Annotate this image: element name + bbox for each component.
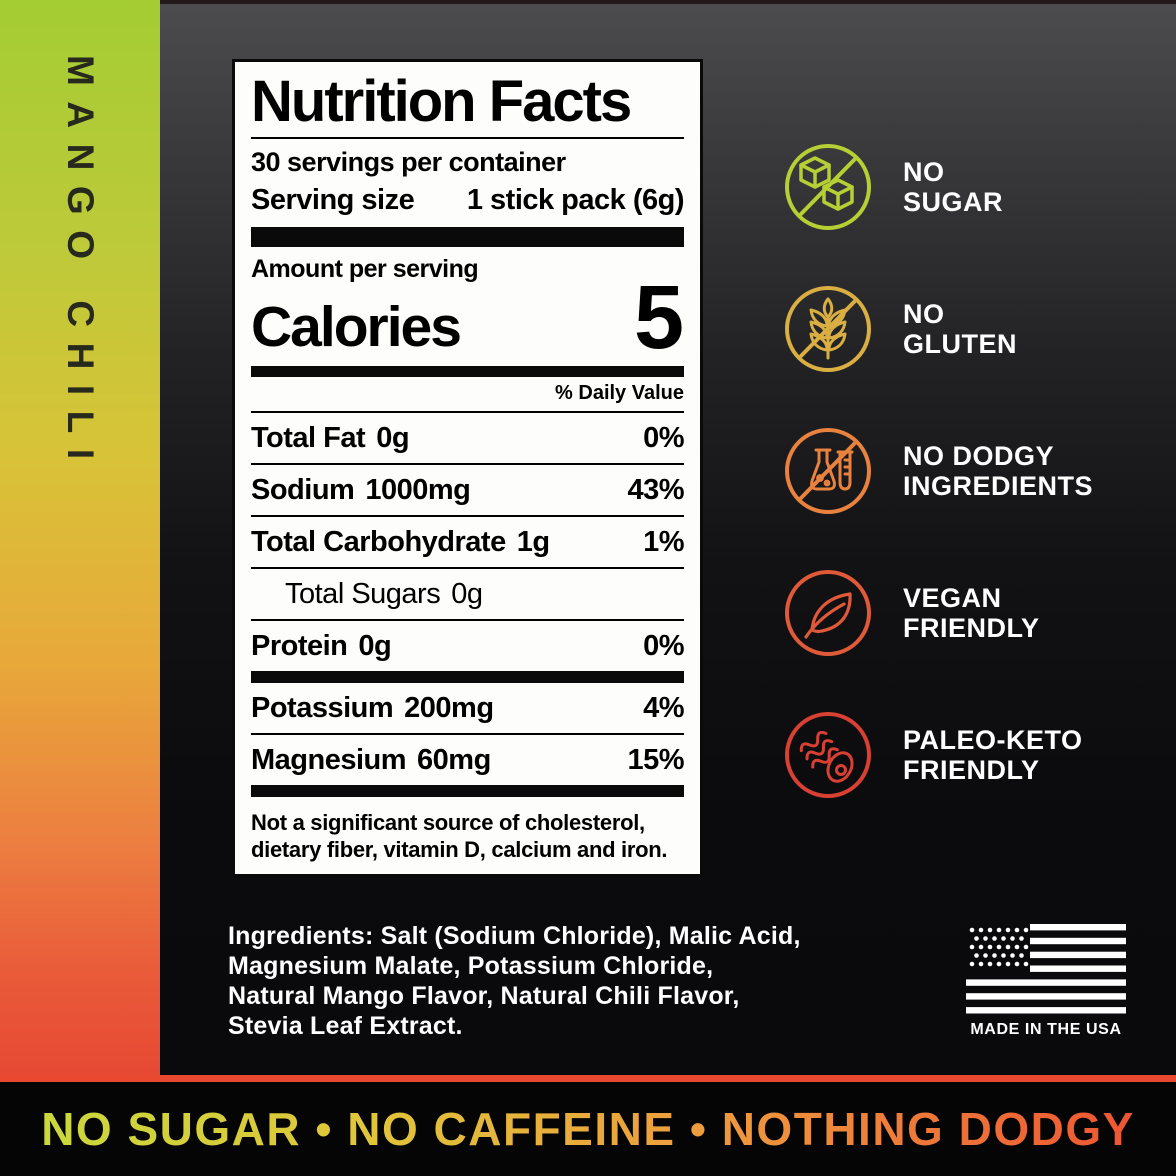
nutrient-row-total-sugars: Total Sugars 0g (251, 569, 684, 621)
nutrient-amount: 1g (516, 525, 550, 558)
nutrient-dv: 0% (643, 421, 684, 454)
nutrient-row-magnesium: Magnesium 60mg 15% (251, 735, 684, 785)
nutrient-row-sodium: Sodium 1000mg 43% (251, 465, 684, 517)
badge-label-line: INGREDIENTS (903, 471, 1094, 501)
nutrient-amount: 60mg (417, 743, 491, 776)
badge-label-line: NO (903, 298, 945, 329)
badge-label-line: NO DODGY (903, 440, 1055, 471)
gradient-bottom-strip (0, 1075, 1176, 1082)
badge-label-line: FRIENDLY (903, 755, 1040, 785)
badge-label-line: SUGAR (903, 187, 1004, 217)
ingredients-line: Ingredients: Salt (Sodium Chloride), Mal… (228, 922, 801, 950)
no-dodgy-ingredients-icon (783, 426, 873, 516)
badge-label-line: GLUTEN (903, 329, 1017, 359)
nutrition-facts-panel: Nutrition Facts 30 servings per containe… (232, 59, 703, 877)
thick-divider (251, 670, 684, 683)
calories-row: Calories 5 (251, 267, 684, 368)
nutrient-row-total-carbohydrate: Total Carbohydrate 1g 1% (251, 517, 684, 569)
nutrient-row-protein: Protein 0g 0% (251, 621, 684, 671)
nutrient-amount: 1000mg (365, 473, 471, 506)
made-in-usa: MADE IN THE USA (963, 924, 1129, 1039)
nutrient-name: Total Carbohydrate (251, 525, 506, 558)
medium-divider (251, 365, 684, 377)
badge-label-line: VEGAN (903, 582, 1002, 613)
vegan-leaf-icon (783, 568, 873, 658)
amount-per-serving-label: Amount per serving (251, 254, 479, 283)
nutrient-name: Total Fat (251, 421, 366, 454)
ingredients-line: Stevia Leaf Extract. (228, 1012, 463, 1040)
thick-divider (251, 226, 684, 247)
badge-label-line: NO (903, 156, 945, 187)
badge-no-dodgy-ingredients: NO DODGY INGREDIENTS (783, 426, 1093, 516)
badge-no-gluten: NO GLUTEN (783, 284, 1093, 374)
nutrient-dv: 43% (627, 473, 684, 506)
badge-label-line: FRIENDLY (903, 613, 1040, 643)
nutrient-amount: 200mg (404, 691, 494, 724)
serving-size-row: Serving size 1 stick pack (6g) (251, 183, 685, 217)
calories-value: 5 (633, 267, 684, 368)
nutrition-footnote: Not a significant source of cholesterol,… (251, 809, 668, 862)
no-gluten-icon (783, 284, 873, 374)
ingredients-line: Magnesium Malate, Potassium Chloride, (228, 952, 714, 980)
badge-paleo-keto-friendly: PALEO-KETO FRIENDLY (783, 710, 1093, 800)
badge-label-line: PALEO-KETO (903, 724, 1083, 755)
claim-badges: NO SUGAR (783, 142, 1093, 852)
nutrient-dv: 15% (627, 743, 684, 776)
nutrient-name: Magnesium (251, 743, 407, 776)
serving-size-value: 1 stick pack (6g) (466, 183, 685, 216)
nutrient-dv: 1% (643, 525, 684, 558)
divider (251, 136, 684, 139)
made-in-usa-label: MADE IN THE USA (970, 1021, 1122, 1038)
nutrient-amount: 0g (358, 629, 392, 662)
nutrient-amount: 0g (451, 577, 483, 610)
badge-no-sugar: NO SUGAR (783, 142, 1093, 232)
serving-size-label: Serving size (251, 183, 415, 216)
bottom-claim-bar: NO SUGAR • NO CAFFEINE • NOTHING DODGY (0, 1082, 1176, 1176)
bottom-claim-text: NO SUGAR • NO CAFFEINE • NOTHING DODGY (41, 1103, 1135, 1155)
usa-flag-icon (966, 924, 1126, 1014)
nutrient-row-total-fat: Total Fat 0g 0% (251, 413, 684, 465)
thick-divider (251, 784, 684, 797)
flavor-name: MANGO CHILI (60, 55, 101, 475)
nutrient-name: Protein (251, 629, 348, 662)
servings-per-container: 30 servings per container (251, 146, 566, 177)
paleo-keto-bacon-egg-icon (783, 710, 873, 800)
badge-vegan-friendly: VEGAN FRIENDLY (783, 568, 1093, 658)
nutrient-name: Sodium (251, 473, 355, 506)
ingredients-text: Ingredients: Salt (Sodium Chloride), Mal… (228, 921, 801, 1041)
calories-label: Calories (251, 294, 462, 359)
nutrient-name: Total Sugars (285, 577, 441, 610)
flavor-sidebar: MANGO CHILI (0, 0, 160, 1075)
nutrient-amount: 0g (376, 421, 410, 454)
nutrient-row-potassium: Potassium 200mg 4% (251, 683, 684, 735)
ingredients-line: Natural Mango Flavor, Natural Chili Flav… (228, 982, 740, 1010)
nutrient-dv: 4% (643, 691, 684, 724)
nutrition-facts-title: Nutrition Facts (251, 69, 632, 134)
nutrient-name: Potassium (251, 691, 394, 724)
daily-value-header: % Daily Value (251, 377, 684, 413)
no-sugar-icon (783, 142, 873, 232)
nutrient-dv: 0% (643, 629, 684, 662)
